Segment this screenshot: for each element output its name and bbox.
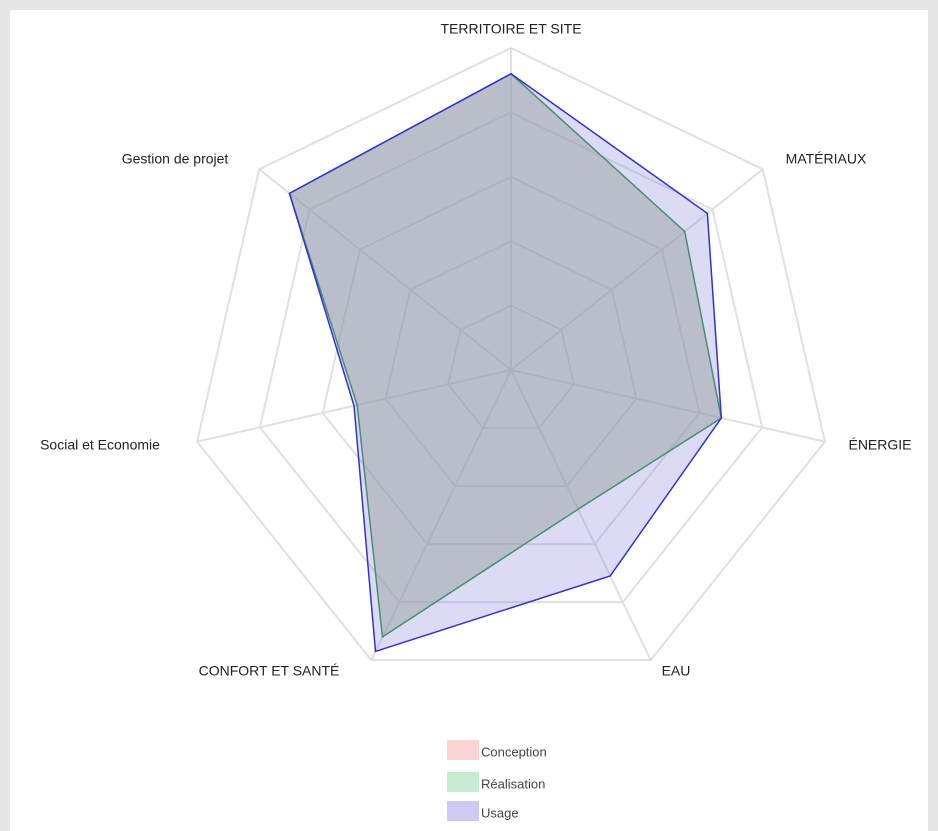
legend-label: Réalisation bbox=[481, 776, 545, 791]
series-area bbox=[289, 73, 722, 637]
grid-ring bbox=[195, 46, 827, 662]
axis-label: Gestion de projet bbox=[122, 151, 229, 167]
grid-ring bbox=[384, 240, 638, 488]
axis-line bbox=[510, 369, 826, 443]
axis-label: ÉNERGIE bbox=[848, 437, 911, 453]
series-area bbox=[288, 72, 723, 653]
grid-ring bbox=[258, 111, 764, 604]
axis-label: CONFORT ET SANTÉ bbox=[199, 663, 340, 679]
axis-line bbox=[370, 369, 512, 661]
grid-ring bbox=[321, 175, 701, 546]
axis-label: TERRITOIRE ET SITE bbox=[440, 21, 581, 37]
grid-ring bbox=[447, 304, 575, 430]
legend-swatch bbox=[447, 740, 479, 760]
axis-line bbox=[510, 369, 652, 661]
panel bbox=[10, 10, 928, 831]
axis-label: MATÉRIAUX bbox=[786, 151, 867, 167]
axis-label: EAU bbox=[662, 663, 691, 679]
legend-swatch bbox=[447, 801, 479, 821]
axis-line bbox=[258, 168, 512, 371]
legend-label: Usage bbox=[481, 805, 519, 820]
axis-line bbox=[510, 168, 764, 371]
legend-label: Conception bbox=[481, 744, 547, 759]
axis-label: Social et Economie bbox=[40, 437, 160, 453]
legend-swatch bbox=[447, 772, 479, 792]
